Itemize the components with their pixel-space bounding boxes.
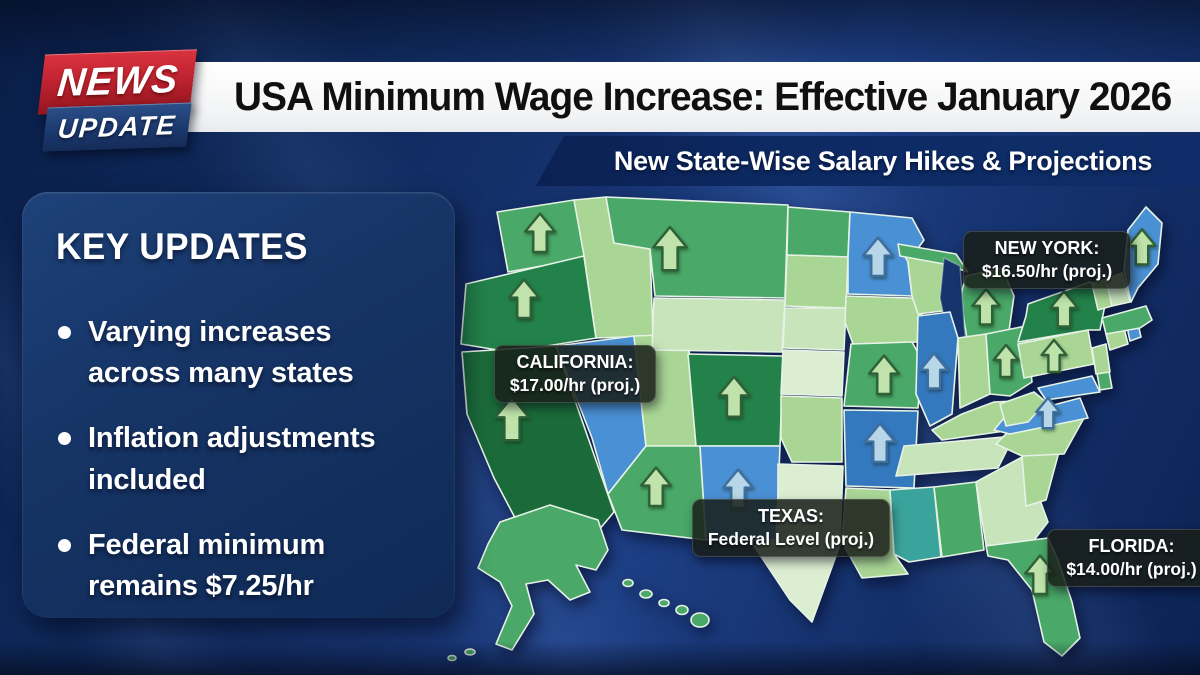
callout-state-name: CALIFORNIA: [516, 352, 634, 372]
state-hi [639, 589, 653, 599]
key-update-item: Varying increases across many states [58, 312, 427, 394]
up-arrow-icon-ny [1049, 290, 1079, 328]
key-updates-list: Varying increases across many states Inf… [22, 312, 455, 607]
state-ma [1101, 305, 1153, 335]
callout-wage-value: $14.00/hr (proj.) [1066, 559, 1197, 580]
state-ms [889, 486, 942, 563]
badge-update-label: UPDATE [56, 109, 178, 144]
up-arrow-icon-pa [1040, 338, 1068, 374]
callout-california: CALIFORNIA: $17.00/hr (proj.) [494, 345, 656, 404]
subtitle-banner: New State-Wise Salary Hikes & Projection… [536, 136, 1200, 186]
up-arrow-icon-mt [652, 225, 688, 272]
callout-state-name: NEW YORK: [994, 238, 1100, 258]
state-sc [1021, 447, 1061, 507]
key-updates-title: KEY UPDATES [56, 226, 308, 267]
up-arrow-icon-co [717, 375, 751, 418]
state-hi [622, 578, 634, 588]
state-al [933, 481, 985, 558]
callout-state-name: FLORIDA: [1088, 536, 1175, 556]
key-update-item: Inflation adjustments included [58, 418, 427, 500]
state-sd [784, 254, 849, 309]
callout-florida: FLORIDA: $14.00/hr (proj.) [1047, 529, 1200, 588]
state-ak [464, 648, 476, 656]
arrows-layer [494, 212, 1157, 596]
state-wy [651, 297, 786, 353]
state-tn [895, 435, 1015, 477]
up-arrow-icon-oh [992, 343, 1020, 379]
up-arrow-icon-mn [861, 236, 895, 278]
key-update-text: Inflation adjustments included [88, 422, 376, 496]
state-hi [658, 598, 670, 608]
state-ne [782, 307, 847, 351]
state-md [1037, 375, 1101, 401]
up-arrow-icon-wa [523, 212, 557, 254]
state-hi [675, 604, 689, 616]
up-arrow-icon-mi [971, 288, 1001, 326]
headline: USA Minimum Wage Increase: Effective Jan… [234, 74, 1172, 119]
up-arrow-icon-va [1035, 396, 1061, 430]
state-ks [780, 349, 845, 397]
subtitle: New State-Wise Salary Hikes & Projection… [613, 145, 1153, 176]
callout-texas: TEXAS: Federal Level (proj.) [692, 499, 890, 558]
headline-banner: USA Minimum Wage Increase: Effective Jan… [176, 62, 1200, 132]
callout-wage-value: Federal Level (proj.) [707, 529, 875, 550]
up-arrow-icon-az [639, 466, 673, 508]
callout-state-name: TEXAS: [757, 506, 824, 526]
badge-news-label: NEWS [55, 57, 180, 106]
state-nj [1091, 343, 1111, 375]
bullet-dot-icon [58, 326, 71, 339]
callout-wage-value: $16.50/hr (proj.) [981, 261, 1113, 282]
bullet-dot-icon [58, 538, 71, 552]
up-arrow-icon-ca [494, 395, 530, 442]
key-updates-panel: KEY UPDATES Varying increases across man… [22, 192, 455, 618]
state-ak [447, 654, 457, 662]
state-ok [780, 395, 843, 463]
news-update-badge: NEWS UPDATE [37, 49, 198, 152]
up-arrow-icon-ar [863, 422, 897, 464]
state-mt [605, 196, 789, 299]
key-update-text: Federal minimum remains $7.25/hr [88, 528, 326, 602]
callout-wage-value: $17.00/hr (proj.) [509, 375, 641, 396]
state-hi [690, 612, 710, 628]
state-ak [477, 504, 609, 651]
up-arrow-icon-il [919, 352, 949, 390]
callout-new-york: NEW YORK: $16.50/hr (proj.) [963, 231, 1131, 290]
key-update-item: Federal minimum remains $7.25/hr [58, 525, 427, 607]
badge-update: UPDATE [42, 102, 192, 152]
state-ia [844, 295, 923, 345]
state-in [957, 333, 991, 409]
key-update-text: Varying increases across many states [88, 316, 354, 390]
up-arrow-icon-or [507, 278, 541, 320]
up-arrow-icon-mo [867, 354, 901, 396]
bullet-dot-icon [58, 432, 71, 446]
state-nd [786, 206, 851, 258]
